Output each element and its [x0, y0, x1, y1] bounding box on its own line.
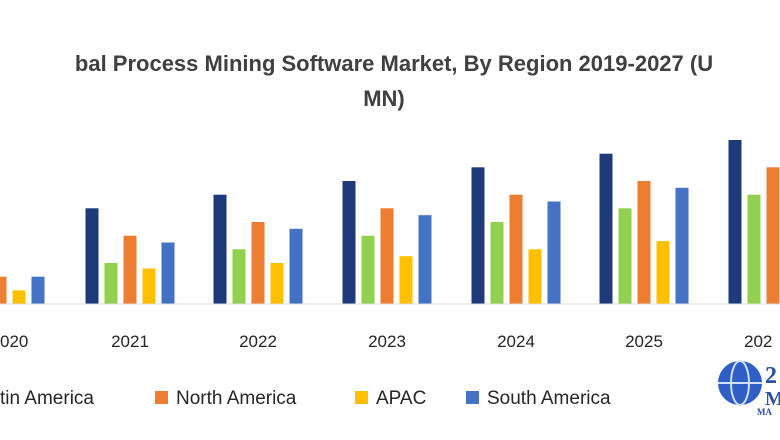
chart-title-line-1: bal Process Mining Software Market, By R…	[75, 51, 713, 76]
bar-2021-apac	[142, 268, 156, 304]
bar-2023-south-america	[418, 215, 432, 304]
logo-text-mid: M	[765, 388, 780, 410]
bar-2023-north-america	[380, 208, 394, 304]
series-latin-america	[85, 140, 742, 304]
x-tick-label-2023: 2023	[368, 332, 406, 351]
chart-title-line-2: MN)	[363, 86, 405, 111]
chart-title: bal Process Mining Software Market, By R…	[75, 51, 713, 111]
bar-2020-south-america	[31, 276, 45, 304]
logo-text-bottom: MA	[757, 407, 772, 417]
bar-2021-latin-america	[85, 208, 99, 304]
x-axis-tick-labels: 020 2021 2022 2023 2024 2025 202	[0, 332, 772, 351]
bar-2022-middle-east-africa	[232, 249, 246, 304]
bar-2025-latin-america	[599, 153, 613, 304]
bar-2024-apac	[528, 249, 542, 304]
bar-2022-apac	[270, 263, 284, 304]
logo-text-top: 2	[765, 363, 777, 389]
legend-swatch	[155, 391, 168, 404]
bar-2022-latin-america	[213, 194, 227, 304]
legend-label: APAC	[376, 388, 426, 409]
bar-2022-north-america	[251, 222, 265, 304]
bar-2024-latin-america	[471, 167, 485, 304]
bar-2026-latin-america	[728, 140, 742, 304]
legend: tin America North America APAC South Americ…	[0, 388, 611, 409]
series-apac	[12, 241, 670, 304]
bar-2024-north-america	[509, 194, 523, 304]
legend-swatch	[466, 391, 479, 404]
legend-item-south-america: South America	[466, 388, 611, 409]
bar-2021-north-america	[123, 235, 137, 304]
bar-2021-middle-east-africa	[104, 263, 118, 304]
x-tick-label-2026: 202	[744, 332, 772, 351]
legend-swatch	[355, 391, 368, 404]
bar-2025-apac	[656, 241, 670, 304]
bar-2026-middle-east-africa	[747, 194, 761, 304]
legend-label: South America	[487, 388, 611, 409]
logo: 2 M MA	[718, 360, 780, 417]
bar-series-group	[0, 140, 780, 304]
bar-2020-apac	[12, 290, 26, 304]
x-tick-label-2020: 020	[0, 332, 28, 351]
series-north-america	[0, 167, 780, 304]
bar-2020-north-america	[0, 276, 7, 304]
bar-2025-north-america	[637, 181, 651, 304]
bar-2026-north-america	[766, 167, 780, 304]
legend-item-north-america: North America	[155, 388, 297, 409]
bar-2021-south-america	[161, 242, 175, 304]
bar-2022-south-america	[289, 228, 303, 304]
legend-item-latin-america: tin America	[0, 388, 94, 409]
bar-2023-apac	[399, 256, 413, 304]
x-tick-label-2021: 2021	[111, 332, 149, 351]
bar-2025-south-america	[675, 187, 689, 304]
legend-item-apac: APAC	[355, 388, 426, 409]
x-tick-label-2025: 2025	[625, 332, 663, 351]
bar-2024-middle-east-africa	[490, 222, 504, 304]
bar-2023-middle-east-africa	[361, 235, 375, 304]
series-south-america	[31, 187, 689, 304]
bar-2025-middle-east-africa	[618, 208, 632, 304]
legend-label: tin America	[0, 388, 94, 409]
x-tick-label-2022: 2022	[239, 332, 277, 351]
bar-2024-south-america	[547, 201, 561, 304]
legend-label: North America	[176, 388, 297, 409]
x-tick-label-2024: 2024	[497, 332, 535, 351]
bar-2023-latin-america	[342, 181, 356, 304]
series-middle-east-africa	[104, 194, 761, 304]
